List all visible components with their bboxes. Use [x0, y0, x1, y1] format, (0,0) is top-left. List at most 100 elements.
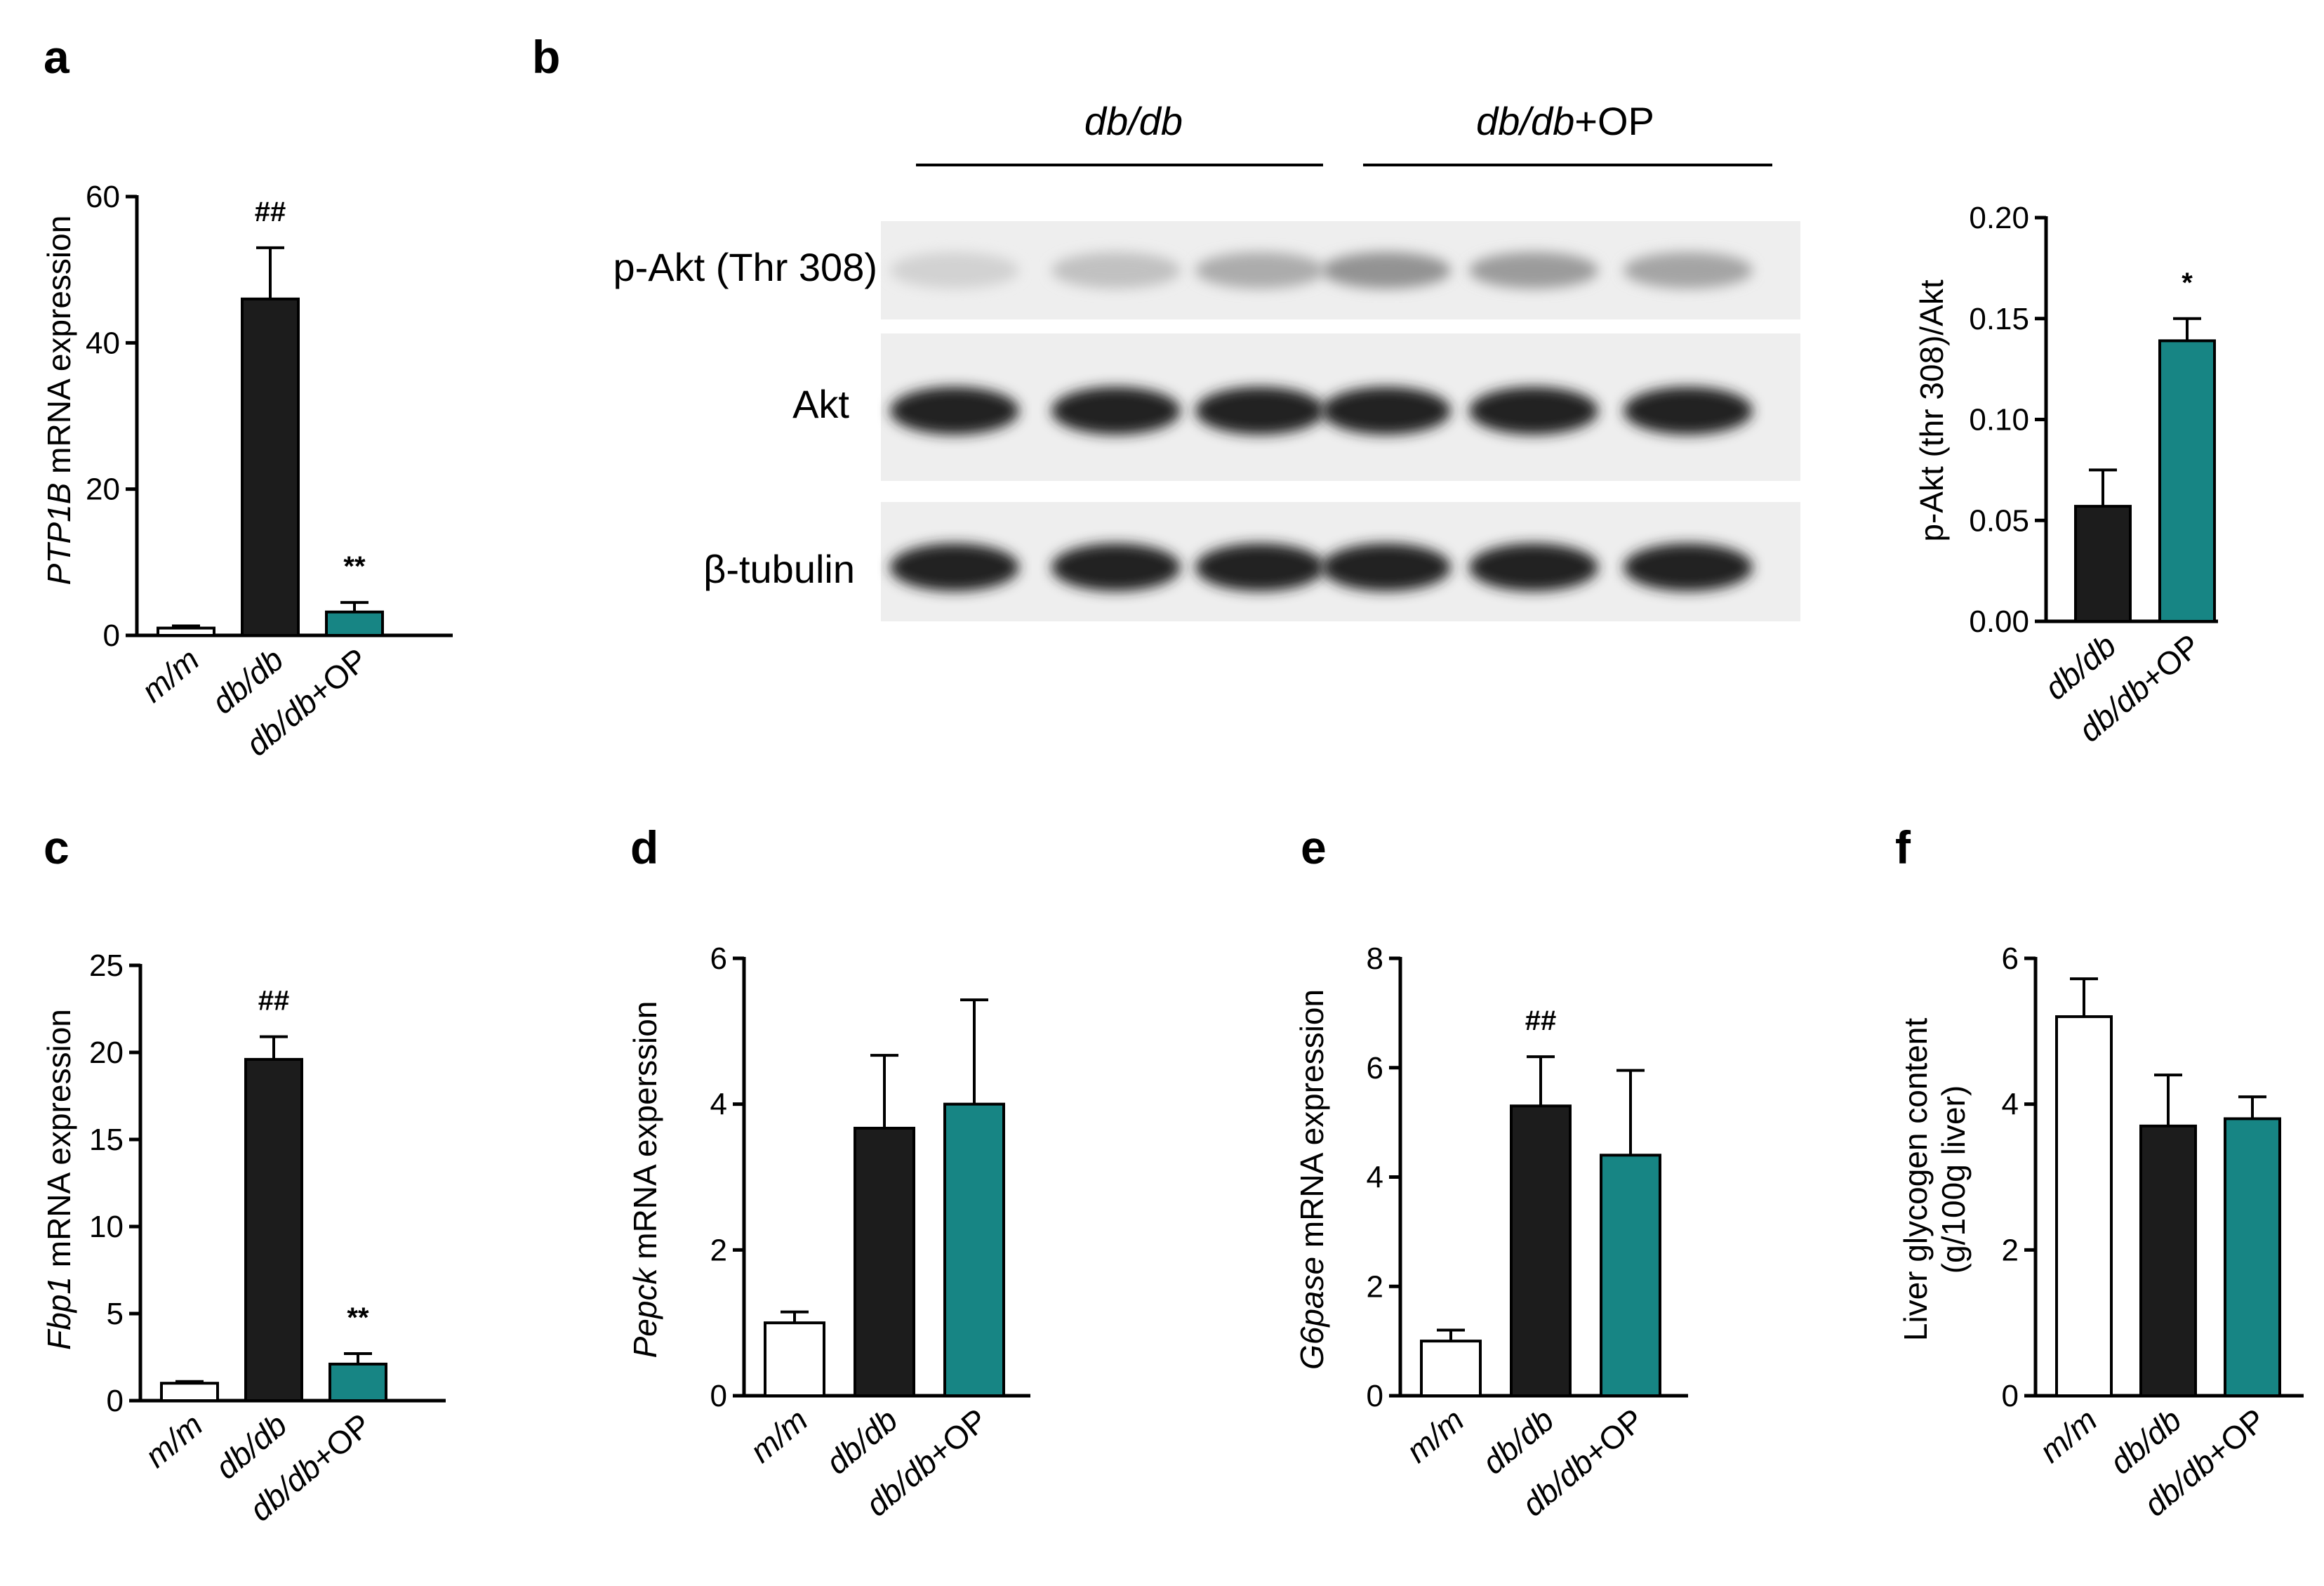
y-tick-label: 60	[86, 180, 120, 214]
y-axis-label: G6pase mRNA expression	[1294, 989, 1330, 1370]
significance-mark-db-db: ##	[1525, 1005, 1557, 1036]
blot-band	[1322, 543, 1451, 591]
bar-db-db	[241, 297, 300, 637]
y-tick-label: 0	[1367, 1379, 1383, 1413]
blot-band	[1195, 252, 1324, 289]
blot-band	[890, 543, 1019, 591]
y-tick-label: 0.15	[1969, 302, 2029, 336]
blot-band	[1195, 387, 1324, 435]
bar-m-m	[160, 1382, 219, 1402]
y-axis-label: p-Akt (thr 308)/Akt	[1913, 279, 1950, 541]
bar-m-m	[764, 1321, 825, 1397]
bar-db-db-op	[2158, 339, 2216, 623]
blot-band	[1322, 252, 1451, 289]
blot-row-label-akt: Akt	[792, 382, 849, 426]
blot-band	[1051, 252, 1181, 289]
y-tick-label: 6	[710, 941, 727, 976]
blot-band	[890, 252, 1019, 289]
bar-db-db	[244, 1057, 303, 1403]
bar-m-m	[2055, 1015, 2113, 1397]
blot-band	[1051, 543, 1181, 591]
bar-m-m	[157, 626, 215, 637]
blot-band	[1195, 543, 1324, 591]
blot-strip-p-akt-thr-308	[881, 221, 1800, 319]
y-tick-label: 4	[2002, 1088, 2019, 1122]
blot-group-label-db-db: db/db	[1084, 99, 1183, 143]
category-label-m-m: m/m	[138, 1406, 210, 1474]
y-axis-label: Liver glycogen content(g/100g liver)	[1897, 1018, 1972, 1342]
y-tick-label: 6	[2002, 941, 2019, 976]
panel-letter-f: f	[1895, 821, 1911, 873]
bar-db-db-op	[943, 1102, 1005, 1397]
bar-m-m	[1420, 1340, 1482, 1397]
y-tick-label: 20	[89, 1036, 124, 1070]
y-tick-label: 0	[710, 1379, 727, 1413]
y-tick-label: 25	[89, 949, 124, 983]
y-tick-label: 4	[1367, 1161, 1383, 1195]
y-tick-label: 15	[89, 1123, 124, 1157]
y-tick-label: 0.10	[1969, 403, 2029, 437]
bar-db-db-op	[328, 1362, 387, 1403]
blot-band	[1051, 387, 1181, 435]
y-tick-label: 0.00	[1969, 604, 2029, 639]
significance-mark-db-db-op: *	[2182, 267, 2193, 298]
significance-mark-db-db-op: **	[343, 551, 366, 582]
blot-strip-akt	[881, 333, 1800, 481]
bar-db-db	[2139, 1124, 2197, 1397]
y-tick-label: 2	[710, 1233, 727, 1267]
chart-b-quantification: 0.000.050.100.150.20p-Akt (thr 308)/Aktd…	[1913, 201, 2218, 749]
y-tick-label: 0.05	[1969, 503, 2029, 538]
y-tick-label: 5	[107, 1297, 124, 1331]
chart-f: 0 2 4 6 Liver glycogen content(g/100g liver)…	[1897, 941, 2304, 1524]
y-tick-label: 0	[103, 619, 120, 653]
y-tick-label: 20	[86, 473, 120, 507]
category-label-m-m: m/m	[743, 1401, 815, 1469]
y-tick-label: 4	[710, 1088, 727, 1122]
western-blot: db/db db/db+OP p-Akt (Thr 308) Akt β-tub…	[613, 99, 1800, 621]
significance-mark-db-db: ##	[258, 986, 290, 1017]
blot-row-label-p-akt: p-Akt (Thr 308)	[613, 245, 877, 289]
y-axis-label: Fbp1 mRNA expression	[41, 1009, 77, 1350]
blot-row-label-beta-tubulin: β-tubulin	[703, 547, 855, 591]
panel-letter-d: d	[630, 821, 658, 873]
significance-mark-db-db-op: **	[347, 1302, 369, 1333]
y-tick-label: 8	[1367, 941, 1383, 976]
y-tick-label: 0	[2002, 1379, 2019, 1413]
blot-band	[1624, 252, 1753, 289]
bar-db-db	[854, 1126, 915, 1397]
significance-mark-db-db: ##	[255, 197, 286, 227]
y-tick-label: 10	[89, 1210, 124, 1244]
bar-db-db	[1510, 1104, 1572, 1397]
panel-letter-a: a	[44, 31, 70, 83]
panel-letter-c: c	[44, 821, 69, 873]
bar-db-db-op	[1600, 1154, 1661, 1397]
bar-db-db-op	[2224, 1117, 2281, 1398]
blot-band	[1469, 387, 1598, 435]
blot-band	[890, 387, 1019, 435]
blot-band	[1469, 543, 1598, 591]
y-axis-label: Pepck mRNA experssion	[627, 1001, 663, 1359]
panel-letter-b: b	[532, 31, 560, 83]
y-tick-label: 0.20	[1969, 201, 2029, 235]
blot-band	[1322, 387, 1451, 435]
blot-strip--tubulin	[881, 502, 1800, 621]
blot-group-label-db-db-op: db/db+OP	[1476, 99, 1654, 143]
y-axis-label: PTP1B mRNA expression	[41, 216, 77, 586]
y-tick-label: 2	[2002, 1233, 2019, 1267]
bar-db-db-op	[325, 610, 384, 637]
category-label-m-m: m/m	[2033, 1401, 2104, 1469]
category-label-m-m: m/m	[1400, 1401, 1471, 1469]
blot-strips	[881, 221, 1800, 621]
y-tick-label: 0	[107, 1384, 124, 1418]
blot-band	[1469, 252, 1598, 289]
y-tick-label: 2	[1367, 1269, 1383, 1304]
blot-band	[1624, 387, 1753, 435]
bar-db-db	[2074, 505, 2132, 623]
y-tick-label: 6	[1367, 1051, 1383, 1085]
blot-band	[1624, 543, 1753, 591]
